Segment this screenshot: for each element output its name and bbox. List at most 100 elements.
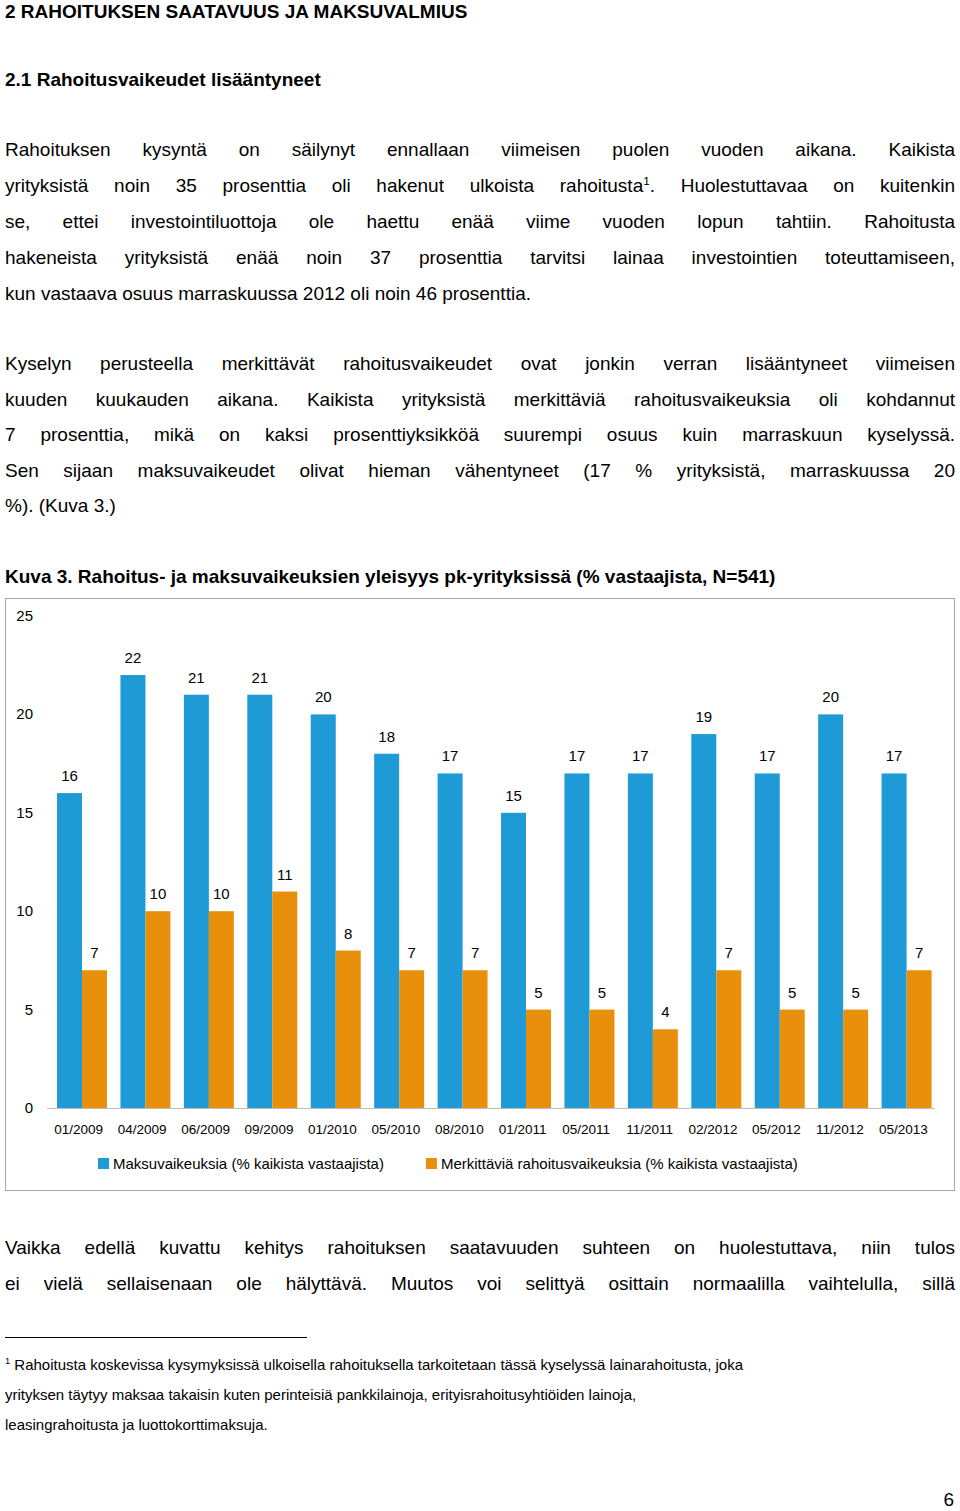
bar [780, 1010, 805, 1108]
bar [272, 892, 297, 1108]
text-run: Rahoituksen kysyntä on säilynyt ennallaa… [5, 139, 955, 160]
x-tick-label: 01/2010 [308, 1122, 357, 1137]
text-run: . Huolestuttavaa on kuitenkin [650, 175, 955, 196]
footnote-line: yrityksen täytyy maksaa takaisin kuten p… [5, 1385, 955, 1405]
bar [907, 970, 932, 1108]
bar [653, 1029, 678, 1108]
text-run: Sen sijaan maksuvaikeudet olivat hieman … [5, 460, 955, 481]
footnote-rule [5, 1337, 307, 1338]
x-tick-label: 02/2012 [689, 1122, 738, 1137]
bar [82, 970, 107, 1108]
page-number: 6 [943, 1488, 954, 1511]
data-label: 7 [407, 944, 415, 961]
x-tick-label: 04/2009 [118, 1122, 167, 1137]
data-label: 21 [188, 669, 205, 686]
data-label: 17 [886, 747, 903, 764]
y-tick [43, 1108, 47, 1109]
x-tick-label: 11/2011 [626, 1122, 673, 1137]
section-heading: 2 RAHOITUKSEN SAATAVUUS JA MAKSUVALMIUS [5, 0, 955, 24]
data-label: 5 [534, 984, 542, 1001]
text-run: kuuden kuukauden aikana. Kaikista yrityk… [5, 389, 955, 410]
legend-label: Maksuvaikeuksia (% kaikista vastaajista) [113, 1155, 384, 1172]
bar [716, 970, 741, 1108]
x-tick-label: 05/2012 [752, 1122, 801, 1137]
bar [247, 695, 272, 1108]
paragraph-line: kun vastaava osuus marraskuussa 2012 oli… [5, 282, 955, 306]
bar [374, 754, 399, 1108]
bar [755, 773, 780, 1108]
y-tick-label: 10 [16, 902, 33, 919]
data-labels: 1622212120181715171719172017710101187755… [61, 649, 923, 1020]
paragraph-line: 7 prosenttia, mikä on kaksi prosenttiyks… [5, 423, 955, 447]
bar [336, 951, 361, 1108]
data-label: 10 [213, 885, 230, 902]
text-run: Vaikka edellä kuvattu kehitys rahoitukse… [5, 1237, 955, 1258]
y-tick-label: 0 [25, 1099, 33, 1116]
data-label: 17 [442, 747, 459, 764]
footnote-ref: 1 [5, 1356, 10, 1366]
text-run: Kyselyn perusteella merkittävät rahoitus… [5, 353, 955, 374]
text-run: kun vastaava osuus marraskuussa 2012 oli… [5, 283, 531, 304]
data-label: 7 [915, 944, 923, 961]
bar [691, 734, 716, 1108]
bar [818, 714, 843, 1108]
bars [57, 675, 932, 1108]
paragraph-line: Sen sijaan maksuvaikeudet olivat hieman … [5, 459, 955, 483]
data-label: 5 [788, 984, 796, 1001]
text-run: %). (Kuva 3.) [5, 495, 116, 516]
text-run: hakeneista yrityksistä enää noin 37 pros… [5, 247, 955, 268]
y-tick [43, 911, 47, 912]
bar [399, 970, 424, 1108]
paragraph-line: hakeneista yrityksistä enää noin 37 pros… [5, 246, 955, 270]
x-tick-label: 06/2009 [181, 1122, 230, 1137]
bar [145, 911, 170, 1108]
data-label: 11 [277, 866, 293, 883]
text-run: yrityksistä noin 35 prosenttia oli haken… [5, 175, 643, 196]
paragraph-line: %). (Kuva 3.) [5, 494, 955, 518]
data-label: 20 [315, 688, 332, 705]
footnote-line: leasingrahoitusta ja luottokorttimaksuja… [5, 1415, 955, 1435]
data-label: 10 [150, 885, 167, 902]
text-run: yrityksen täytyy maksaa takaisin kuten p… [5, 1386, 636, 1403]
y-tick [43, 714, 47, 715]
x-tick-label: 08/2010 [435, 1122, 484, 1137]
bar [564, 773, 589, 1108]
y-tick-label: 5 [25, 1001, 33, 1018]
data-label: 17 [569, 747, 586, 764]
page: 2 RAHOITUKSEN SAATAVUUS JA MAKSUVALMIUS 2… [0, 0, 960, 1511]
data-label: 7 [90, 944, 98, 961]
bar [209, 911, 234, 1108]
x-tick-label: 05/2010 [371, 1122, 420, 1137]
text-run: Rahoitusta koskevissa kysymyksissä ulkoi… [10, 1356, 743, 1373]
x-tick-label: 09/2009 [245, 1122, 294, 1137]
data-label: 5 [851, 984, 859, 1001]
subsection-heading: 2.1 Rahoitusvaikeudet lisääntyneet [5, 68, 955, 92]
text-run: 7 prosenttia, mikä on kaksi prosenttiyks… [5, 424, 955, 445]
data-label: 21 [251, 669, 268, 686]
data-label: 7 [725, 944, 733, 961]
data-label: 17 [632, 747, 649, 764]
text-run: leasingrahoitusta ja luottokorttimaksuja… [5, 1416, 268, 1433]
text-run: ei vielä sellaisenaan ole hälyttävä. Muu… [5, 1273, 955, 1294]
x-axis [47, 1108, 935, 1109]
x-tick-label: 01/2011 [499, 1122, 547, 1137]
chart-frame [6, 599, 955, 1191]
data-label: 22 [125, 649, 142, 666]
data-label: 8 [344, 925, 352, 942]
y-tick [43, 812, 47, 813]
legend-swatch [426, 1158, 437, 1169]
data-label: 4 [661, 1003, 669, 1020]
text-run: se, ettei investointiluottoja ole haettu… [5, 211, 955, 232]
bar [463, 970, 488, 1108]
y-tick-label: 20 [16, 705, 33, 722]
footnote-ref: 1 [643, 174, 650, 187]
chart: 0510152025162221212018171517171917201771… [0, 598, 960, 1192]
y-tick [43, 1009, 47, 1010]
paragraph-line: Kyselyn perusteella merkittävät rahoitus… [5, 352, 955, 376]
data-label: 19 [695, 708, 712, 725]
x-tick-label: 05/2013 [879, 1122, 928, 1137]
bar [57, 793, 82, 1108]
bar [184, 695, 209, 1108]
bar [843, 1010, 868, 1108]
bar [589, 1010, 614, 1108]
